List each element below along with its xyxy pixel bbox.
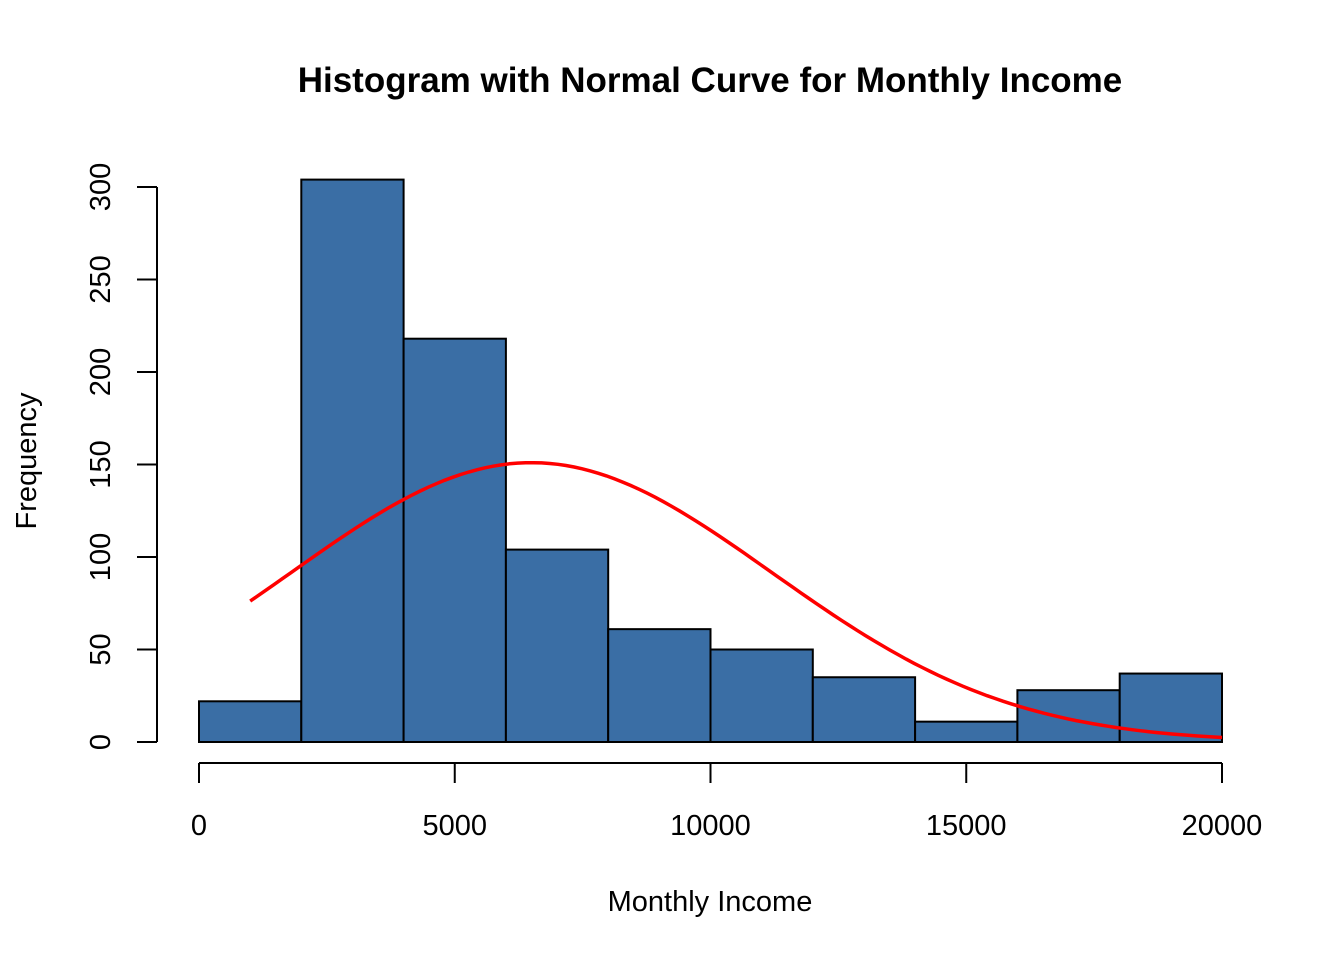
y-tick-label: 50: [85, 633, 117, 665]
y-tick-label: 250: [85, 255, 117, 303]
x-tick-label: 20000: [1182, 810, 1263, 842]
y-tick-label: 0: [85, 734, 117, 750]
bars-group: [198, 178, 1223, 744]
histogram-bar: [198, 700, 303, 743]
y-axis-label: Frequency: [11, 392, 43, 530]
y-tick-label: 300: [85, 163, 117, 211]
histogram-bar: [607, 628, 712, 744]
x-tick-label: 15000: [926, 810, 1007, 842]
x-tick-label: 10000: [670, 810, 751, 842]
chart-title: Histogram with Normal Curve for Monthly …: [298, 61, 1123, 100]
y-tick-label: 150: [85, 440, 117, 488]
x-tick-label: 5000: [422, 810, 487, 842]
normal-curve: [249, 460, 1223, 740]
histogram-bar: [914, 720, 1019, 744]
y-tick-label: 100: [85, 533, 117, 581]
histogram-bar: [300, 178, 405, 744]
histogram-bar: [811, 676, 917, 743]
x-axis-label: Monthly Income: [608, 886, 813, 918]
histogram-bar: [1016, 689, 1121, 744]
histogram-bar: [402, 337, 507, 743]
y-tick-label: 200: [85, 348, 117, 396]
y-axis: 0 50 100 150 200 250 300: [85, 163, 158, 750]
x-axis: 0 5000 10000 15000 20000: [191, 762, 1263, 842]
x-tick-label: 0: [191, 810, 207, 842]
histogram-bar: [504, 548, 610, 743]
histogram-bar: [709, 648, 814, 743]
